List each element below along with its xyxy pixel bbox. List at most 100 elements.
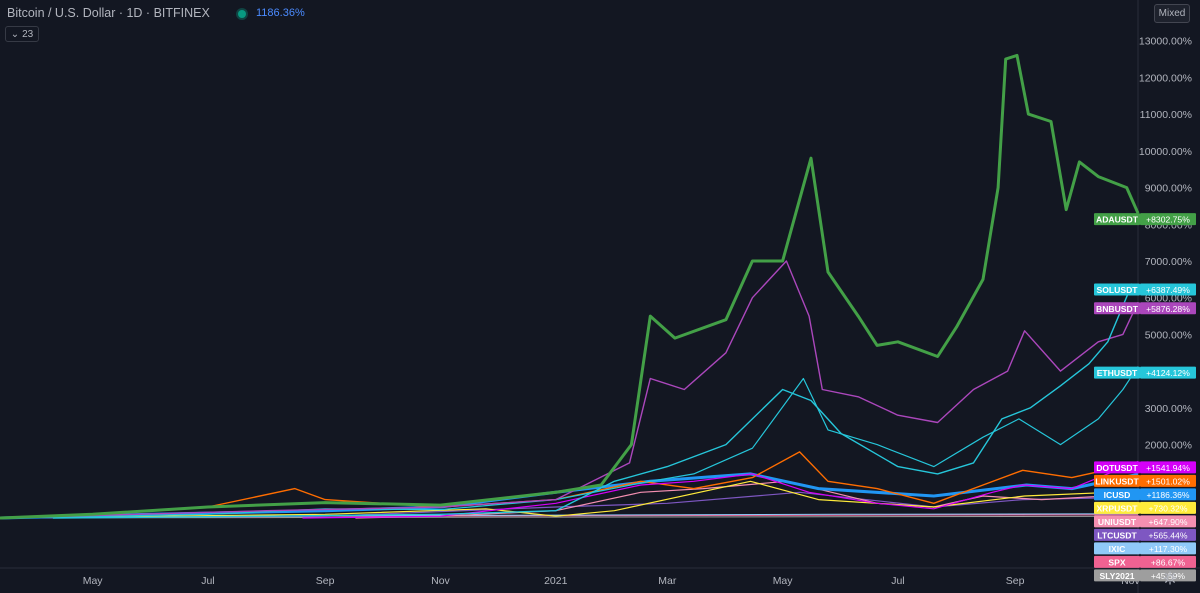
series-name-box [1094,474,1140,487]
gear-icon[interactable] [1163,571,1177,585]
series-layer [0,53,1140,520]
series-name-text: SOLUSDT [1096,285,1138,295]
time-axis: MayJulSepNov2021MarMayJulSepNov [83,575,1141,587]
x-tick-label: May [83,575,104,587]
chevron-down-icon: ⌄ [10,28,20,40]
series-line-adausdt [0,53,1140,520]
series-value-text: +8302.75% [1146,215,1190,225]
series-label-uniusdt: UNIUSDT +647.90% [1094,515,1196,528]
series-label-xrpusdt: XRPUSDT +730.32% [1094,501,1196,514]
series-value-box [1140,461,1196,474]
series-name-text: LINKUSDT [1095,476,1139,486]
series-line-sly2021 [0,515,1139,519]
series-name-text: XRPUSDT [1096,503,1138,513]
series-name-box [1094,501,1140,514]
series-line-dotusdt [302,460,1139,519]
series-name-text: DOTUSDT [1096,463,1138,473]
symbol-title[interactable]: Bitcoin / U.S. Dollar · 1D · BITFINEX [7,6,210,20]
y-tick-label: 6000.00% [1145,293,1192,305]
series-name-text: BNBUSDT [1096,304,1139,314]
y-tick-label: 13000.00% [1139,36,1192,48]
series-value-text: +5876.28% [1146,304,1190,314]
series-name-box [1094,283,1140,296]
y-tick-label: 2000.00% [1145,440,1192,452]
x-tick-label: Nov [431,575,450,587]
series-label-linkusdt: LINKUSDT +1501.02% [1094,474,1196,487]
series-name-text: ICUSD [1104,490,1131,500]
series-name-text: ADAUSDT [1096,215,1139,225]
series-name-text: IXIC [1109,544,1126,554]
series-value-text: +4124.12% [1146,368,1190,378]
y-tick-label: 3000.00% [1145,403,1192,415]
series-label-solusdt: SOLUSDT +6387.49% [1094,283,1196,296]
series-value-box [1140,515,1196,528]
series-value-box [1140,366,1196,379]
x-tick-label: Sep [1006,575,1025,587]
series-line-linkusdt [0,451,1139,519]
series-name-text: LTCUSDT [1097,530,1137,540]
series-name-box [1094,461,1140,474]
series-value-box [1140,213,1196,226]
series-label-bnbusdt: BNBUSDT +5876.28% [1094,302,1196,315]
series-value-text: +1501.02% [1146,476,1190,486]
x-tick-label: 2021 [544,575,568,587]
series-name-text: ETHUSDT [1097,368,1138,378]
y-tick-label: 11000.00% [1140,109,1192,121]
market-open-dot-icon [238,10,246,18]
series-label-sly2021: SLY2021 +45.59% [1094,569,1196,582]
series-name-box [1094,542,1140,555]
series-line-xrpusdt [0,480,1139,519]
series-line-ethusdt [0,366,1139,519]
y-tick-label: 5000.00% [1145,329,1192,341]
series-name-box [1094,213,1140,226]
series-value-text: +565.44% [1149,530,1188,540]
series-value-box [1140,488,1196,501]
x-tick-label: Mar [658,575,677,587]
x-tick-label: Jul [891,575,904,587]
percent-change: 1186.36% [256,7,305,19]
series-label-ltcusdt: LTCUSDT +565.44% [1094,528,1196,541]
collapse-indicators-button[interactable]: ⌄ 23 [5,26,39,42]
price-axis: 2000.00%3000.00%4000.00%5000.00%6000.00%… [1139,36,1192,452]
series-value-text: +730.32% [1149,503,1188,513]
series-label-spx: SPX +86.67% [1094,555,1196,568]
series-labels: ADAUSDT +8302.75% SOLUSDT +6387.49% BNBUSDT +… [1094,213,1196,582]
y-tick-label: 12000.00% [1139,72,1192,84]
series-value-box [1140,283,1196,296]
series-name-box [1094,555,1140,568]
series-value-box [1140,302,1196,315]
indicator-count: 23 [22,28,34,40]
series-label-adausdt: ADAUSDT +8302.75% [1094,213,1196,226]
series-line-icusd [0,472,1139,520]
series-label-ixic: IXIC +117.30% [1094,542,1196,555]
series-name-text: UNIUSDT [1098,517,1137,527]
chart-header: Bitcoin / U.S. Dollar · 1D · BITFINEX 11… [0,0,1140,26]
y-tick-label: 9000.00% [1145,183,1192,195]
series-value-text: +1186.36% [1146,490,1189,500]
series-label-ethusdt: ETHUSDT +4124.12% [1094,366,1196,379]
x-tick-label: May [773,575,794,587]
series-value-text: +6387.49% [1146,285,1190,295]
x-tick-label: Jul [201,575,214,587]
series-value-box [1140,474,1196,487]
y-tick-label: 10000.00% [1139,146,1192,158]
series-value-box [1140,501,1196,514]
series-value-box [1140,555,1196,568]
series-name-box [1094,528,1140,541]
y-tick-label: 7000.00% [1145,256,1192,268]
series-line-bnbusdt [0,260,1139,519]
series-value-box [1140,542,1196,555]
series-name-box [1094,366,1140,379]
series-line-solusdt [52,283,1133,519]
scale-mode-button[interactable]: Mixed [1154,4,1190,23]
series-value-text: +86.67% [1151,557,1186,567]
series-name-box [1094,515,1140,528]
series-name-text: SPX [1108,557,1125,567]
series-name-text: SLY2021 [1099,571,1134,581]
series-value-box [1140,528,1196,541]
series-value-text: +1541.94% [1146,463,1190,473]
series-name-box [1094,569,1140,582]
series-label-dotusdt: DOTUSDT +1541.94% [1094,461,1196,474]
series-name-box [1094,302,1140,315]
